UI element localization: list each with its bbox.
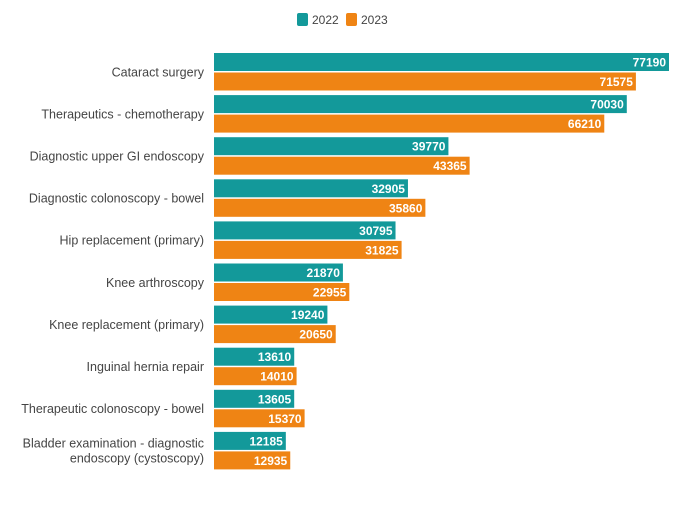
value-label-2023-hip-replacement-primary: 31825 (365, 243, 399, 257)
category-label-line: Cataract surgery (112, 65, 205, 79)
value-label-2022-therapeutic-colonoscopy-bowel: 13605 (258, 392, 292, 406)
bar-2023-inguinal-hernia-repair (214, 367, 297, 386)
value-label-2022-cataract-surgery: 77190 (633, 56, 667, 70)
bar-2022-diagnostic-colonoscopy-bowel (214, 179, 408, 198)
category-label-line: Diagnostic upper GI endoscopy (30, 149, 205, 163)
value-label-2023-bladder-examination-diagnostic-endoscopy-cystoscopy: 12935 (254, 454, 288, 468)
legend-label-2022: 2022 (312, 13, 339, 27)
bar-2023-hip-replacement-primary (214, 240, 402, 259)
category-label-diagnostic-colonoscopy-bowel: Diagnostic colonoscopy - bowel (29, 192, 204, 206)
value-label-2022-knee-arthroscopy: 21870 (307, 266, 341, 280)
value-label-2022-diagnostic-upper-gi-endoscopy: 39770 (412, 140, 446, 154)
legend-label-2023: 2023 (361, 13, 388, 27)
category-label-bladder-examination-diagnostic-endoscopy-cystoscopy: Bladder examination - diagnostic endoscop… (23, 437, 204, 466)
category-label-line: Knee arthroscopy (106, 276, 205, 290)
value-label-2022-bladder-examination-diagnostic-endoscopy-cystoscopy: 12185 (249, 434, 283, 448)
category-label-line: endoscopy (cystoscopy) (70, 452, 204, 466)
bar-2022-knee-arthroscopy (214, 263, 343, 282)
category-label-diagnostic-upper-gi-endoscopy: Diagnostic upper GI endoscopy (30, 149, 205, 163)
value-label-2023-cataract-surgery: 71575 (600, 75, 634, 89)
bar-2023-therapeutics-chemotherapy (214, 114, 605, 133)
category-label-inguinal-hernia-repair: Inguinal hernia repair (87, 360, 204, 374)
bar-2023-knee-arthroscopy (214, 283, 350, 301)
value-label-2023-knee-replacement-primary: 20650 (299, 328, 333, 342)
category-label-line: Knee replacement (primary) (49, 318, 204, 332)
value-label-2022-knee-replacement-primary: 19240 (291, 308, 325, 322)
category-label-knee-arthroscopy: Knee arthroscopy (106, 276, 205, 290)
category-label-line: Inguinal hernia repair (87, 360, 204, 374)
legend-swatch-2022 (297, 13, 308, 26)
category-label-line: Diagnostic colonoscopy - bowel (29, 192, 204, 206)
category-label-hip-replacement-primary: Hip replacement (primary) (60, 234, 204, 248)
bar-2022-bladder-examination-diagnostic-endoscopy-cystoscopy (214, 431, 286, 450)
category-label-therapeutic-colonoscopy-bowel: Therapeutic colonoscopy - bowel (21, 402, 204, 416)
value-label-2023-diagnostic-upper-gi-endoscopy: 43365 (433, 159, 467, 173)
value-label-2022-hip-replacement-primary: 30795 (359, 224, 393, 238)
category-label-line: Therapeutics - chemotherapy (41, 107, 204, 121)
value-label-2023-knee-arthroscopy: 22955 (313, 286, 347, 300)
legend: 2022 2023 (297, 13, 388, 27)
bar-2022-therapeutics-chemotherapy (214, 95, 627, 114)
bar-2023-cataract-surgery (214, 72, 636, 91)
bar-2022-diagnostic-upper-gi-endoscopy (214, 137, 449, 156)
plot-area: Cataract surgery 77190 71575 Therapeutics -… (21, 53, 669, 470)
category-label-therapeutics-chemotherapy: Therapeutics - chemotherapy (41, 107, 204, 121)
value-label-2023-inguinal-hernia-repair: 14010 (260, 370, 294, 384)
value-label-2023-diagnostic-colonoscopy-bowel: 35860 (389, 201, 423, 215)
bar-2023-therapeutic-colonoscopy-bowel (214, 409, 305, 428)
value-label-2023-therapeutic-colonoscopy-bowel: 15370 (268, 412, 302, 426)
bar-2022-inguinal-hernia-repair (214, 347, 295, 366)
bar-2022-cataract-surgery (214, 53, 669, 71)
bar-2023-knee-replacement-primary (214, 325, 336, 344)
category-label-line: Therapeutic colonoscopy - bowel (21, 402, 204, 416)
category-label-line: Hip replacement (primary) (60, 234, 204, 248)
legend-swatch-2023 (346, 13, 357, 26)
bar-2022-knee-replacement-primary (214, 305, 328, 324)
bar-2022-hip-replacement-primary (214, 221, 396, 240)
value-label-2023-therapeutics-chemotherapy: 66210 (568, 117, 602, 131)
value-label-2022-diagnostic-colonoscopy-bowel: 32905 (372, 182, 406, 196)
value-label-2022-therapeutics-chemotherapy: 70030 (590, 98, 624, 112)
category-label-cataract-surgery: Cataract surgery (112, 65, 205, 79)
bar-2022-therapeutic-colonoscopy-bowel (214, 389, 295, 408)
category-label-knee-replacement-primary: Knee replacement (primary) (49, 318, 204, 332)
bar-2023-diagnostic-upper-gi-endoscopy (214, 156, 470, 175)
category-label-line: Bladder examination - diagnostic (23, 437, 204, 451)
value-label-2022-inguinal-hernia-repair: 13610 (258, 350, 292, 364)
bar-2023-bladder-examination-diagnostic-endoscopy-cystoscopy (214, 451, 291, 470)
bar-2023-diagnostic-colonoscopy-bowel (214, 198, 426, 217)
